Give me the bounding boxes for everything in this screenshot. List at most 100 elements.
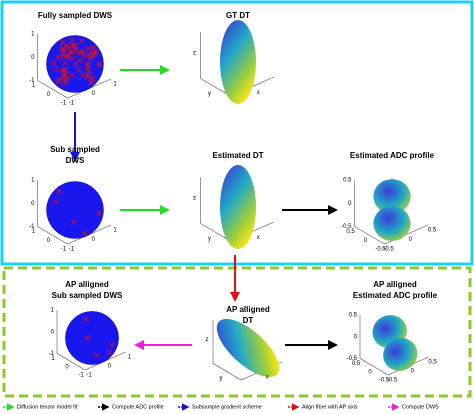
sample-cross [70,219,77,225]
sample-cross [64,75,71,81]
x-tick-label: -1 [69,101,75,107]
sample-cross [56,188,62,195]
sample-cross [89,76,96,82]
axis-label: x [266,375,269,381]
x-tick-label: -1 [86,373,92,379]
adc-profile [372,315,418,371]
y-tick-label: 0 [65,364,69,370]
x-tick-label: 0 [92,91,96,97]
plot: AP alligned Estimated ADC profile 0.5 0 -0.5… [347,280,438,383]
z-tick-label: -1 [29,78,35,84]
sample-cross [92,50,99,57]
z-tick-label: 1 [51,308,55,314]
tensor-ellipsoid [220,20,256,104]
plot-title: Sub sampled [50,145,100,154]
sample-cross [79,48,86,55]
y-tick-label: 0 [47,238,51,244]
tensor-ellipsoid [216,318,280,378]
plot-title: Sub sampled DWS [52,291,123,300]
sample-cross [86,68,93,75]
x-tick-label: 0.5 [428,228,437,234]
y-tick-label: 0 [47,92,51,98]
adc-lobe [373,206,411,241]
x-tick-label: 1 [128,355,132,361]
sphere [65,311,119,365]
sample-cross [93,352,100,359]
y-tick-label: 1 [51,356,55,362]
sample-cross [85,73,91,79]
plot-title: DWS [66,156,85,165]
legend-label: Subsample gradient scheme [192,404,262,410]
plot-title: GT DT [226,11,250,20]
legend-item: Subsample gradient scheme [178,403,262,411]
y-tick-label: 1 [32,83,36,89]
z-tick-label: 0 [31,201,35,207]
adc-lobe [373,179,411,214]
sample-cross [71,43,77,49]
z-tick-label: -0.5 [347,356,358,362]
sample-cross [88,79,94,86]
legend-item: Diffusion tensor model fit [3,403,78,411]
y-tick-label: 0.5 [346,229,355,235]
sample-cross [60,68,67,75]
sample-cross [89,53,96,60]
sample-cross [61,80,68,87]
z-tick-label: 0 [31,55,35,61]
sample-cross [63,53,69,59]
y-tick-label: -0.5 [375,247,386,253]
top-frame [0,0,474,266]
z-tick-label: -1 [49,351,55,357]
axis-label: y [208,236,211,242]
adc-profile [373,179,411,241]
y-tick-label: 0 [364,238,368,244]
z-tick-label: 0 [348,201,352,207]
plot-title: AP alligned [373,280,417,289]
sample-cross [51,60,57,67]
plot: Estimated ADC profile0.50-0.50.50-0.5-0.… [341,151,437,252]
y-tick-label: -1 [78,373,84,379]
x-tick-label: 0 [108,364,112,370]
x-tick-label: -0.5 [387,378,398,384]
sphere [46,181,104,239]
z-tick-label: -0.5 [341,224,352,230]
x-tick-label: 0 [411,369,415,375]
y-tick-label: 1 [32,229,36,235]
x-tick-label: -0.5 [383,247,394,253]
sample-cross [60,46,66,52]
y-tick-label: 0.5 [352,361,361,367]
axis-label: z [193,51,196,57]
y-tick-label: -1 [61,101,67,107]
sample-cross [53,66,59,73]
sample-cross [69,37,75,44]
x-tick-label: 1 [113,228,117,234]
legend-item: Align fibre with AP axis [288,403,358,411]
sample-cross [55,78,61,84]
plot-title: Estimated DT [212,151,263,160]
sample-cross [106,349,113,356]
sample-cross [59,40,66,46]
legend-label: Compute ADC profile [112,404,164,410]
plot-title: DT [243,316,254,325]
y-tick-label: -1 [61,247,67,253]
axis-label: z [193,196,196,202]
sample-cross [73,61,79,68]
sample-cross [73,47,79,54]
axis-label: x [257,235,260,241]
axis-label: y [220,375,223,381]
sample-cross [61,73,67,80]
z-tick-label: -1 [29,224,35,230]
sample-cross [78,38,85,44]
sample-cross [83,316,89,322]
plot: Estimated DT z y x [193,151,275,249]
plot-title: AP alligned [226,305,270,314]
plot: AP alligned DT z y x [206,305,282,381]
plot-title: Fully sampled DWS [38,11,113,20]
legend-label: Align fibre with AP axis [302,404,358,410]
sample-cross [76,67,82,73]
x-tick-label: 0.5 [428,360,437,366]
plot: GT DT z y x [193,11,275,104]
